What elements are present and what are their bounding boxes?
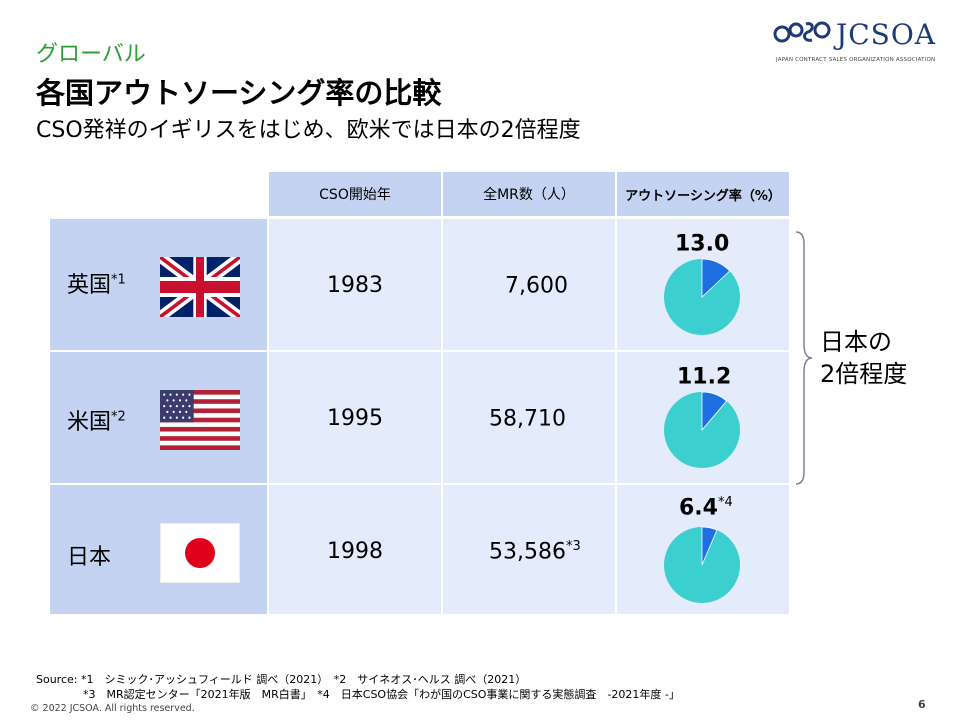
pie-slice-outsourcing [701, 258, 731, 298]
cell-uk-mr-count: 7,600 [443, 219, 615, 350]
pie-slice-outsourcing [701, 391, 728, 432]
page-number: 6 [918, 698, 926, 711]
rate-label: 6.4*4 [679, 495, 733, 521]
jcsoa-logo: JCSOA JAPAN CONTRACT SALES ORGANIZATION … [772, 10, 952, 66]
us-flag-icon [160, 390, 240, 450]
curly-bracket-icon [795, 231, 813, 485]
logo-subtitle: JAPAN CONTRACT SALES ORGANIZATION ASSOCI… [776, 57, 936, 63]
cell-japan-start-year: 1998 [269, 485, 441, 614]
uk-flag-icon [160, 257, 240, 317]
jcsoa-logo-mark-icon [773, 21, 831, 43]
cell-japan-mr-count: 53,586*3 [443, 485, 615, 614]
country-name: 英国*1 [67, 272, 126, 298]
rate-label: 11.2 [677, 364, 732, 390]
japan-flag-icon [160, 523, 240, 583]
copyright: © 2022 JCSOA. All rights reserved. [30, 703, 195, 714]
cell-uk-rate: 13.0 [617, 219, 789, 350]
column-header-mr-count: 全MR数（人） [443, 172, 615, 216]
page-title: 各国アウトソーシング率の比較 [36, 76, 442, 110]
row-label-japan: 日本 [50, 485, 267, 614]
pie-chart-uk [664, 258, 740, 335]
row-label-us: 米国*2 [50, 352, 267, 483]
comparison-note: 日本の 2倍程度 [820, 328, 908, 388]
cell-japan-rate: 6.4*4 [617, 485, 789, 614]
cell-us-rate: 11.2 [617, 352, 789, 483]
pie-slice-outsourcing [701, 526, 718, 566]
row-label-uk: 英国*1 [50, 219, 267, 350]
page-subtitle: CSO発祥のイギリスをはじめ、欧米では日本の2倍程度 [36, 118, 581, 143]
cell-uk-start-year: 1983 [269, 219, 441, 350]
cell-us-mr-count: 58,710 [443, 352, 615, 483]
column-header-outsourcing-rate: アウトソーシング率（%） [617, 172, 789, 216]
source-notes: Source: *1 シミック･アッシュフィールド 調べ（2021） *2 サイ… [36, 673, 680, 701]
country-name: 米国*2 [67, 409, 126, 435]
column-header-cso-start-year: CSO開始年 [269, 172, 441, 216]
pie-chart-us [664, 391, 740, 468]
country-name: 日本 [67, 545, 112, 570]
section-category: グローバル [36, 42, 146, 67]
cell-us-start-year: 1995 [269, 352, 441, 483]
pie-chart-japan [664, 526, 740, 603]
rate-label: 13.0 [675, 231, 730, 257]
logo-name: JCSOA [836, 18, 937, 51]
